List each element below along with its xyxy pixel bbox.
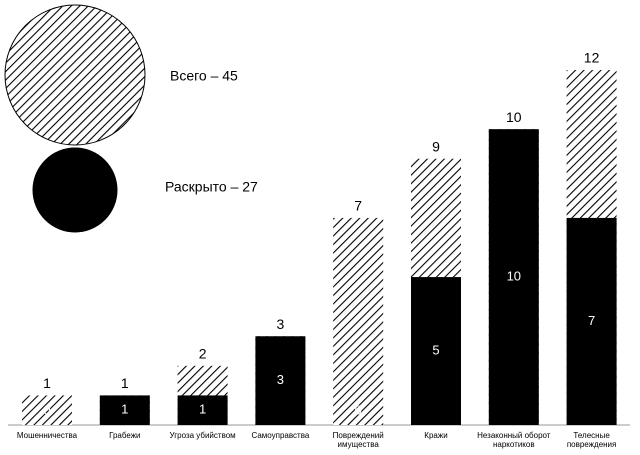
value-label: 2 [199, 346, 207, 362]
bar [255, 336, 306, 425]
x-tick-label: Грабежи [109, 431, 141, 440]
bar [177, 395, 228, 425]
value-label: 3 [277, 316, 285, 332]
bar [411, 277, 461, 425]
legend-marker [32, 147, 118, 233]
value-label: 7 [354, 198, 362, 214]
value-label: 1 [121, 375, 129, 391]
x-tick-label: Самоуправства [251, 431, 310, 440]
bar [22, 395, 72, 425]
bar [488, 129, 539, 425]
x-tick-label: Телесные повреждения [566, 431, 617, 449]
bar [99, 395, 150, 425]
value-label: 1 [43, 375, 51, 391]
bar [566, 217, 617, 425]
legend-label: Всего – 45 [170, 68, 238, 84]
x-tick-label: Кражи [424, 431, 448, 440]
value-label: 5 [432, 342, 439, 357]
value-label: 1 [121, 402, 128, 417]
x-tick-label: Повреждений имущества [332, 431, 384, 449]
legend-marker [4, 4, 146, 146]
x-tick-label: Угроза убийством [169, 431, 236, 440]
legend-label: Раскрыто – 27 [165, 179, 258, 195]
value-label: 10 [507, 269, 521, 284]
bar [333, 217, 384, 425]
value-label: 7 [588, 313, 595, 328]
value-label: 0 [43, 402, 50, 417]
value-label: 0 [355, 402, 362, 417]
value-label: 12 [584, 50, 600, 66]
value-label: 1 [199, 402, 206, 417]
value-label: 10 [506, 109, 522, 125]
x-tick-label: Незаконный оборот наркотиков [477, 431, 551, 449]
value-label: 3 [277, 372, 284, 387]
x-tick-label: Мошенничества [16, 431, 78, 440]
value-label: 9 [432, 138, 440, 154]
